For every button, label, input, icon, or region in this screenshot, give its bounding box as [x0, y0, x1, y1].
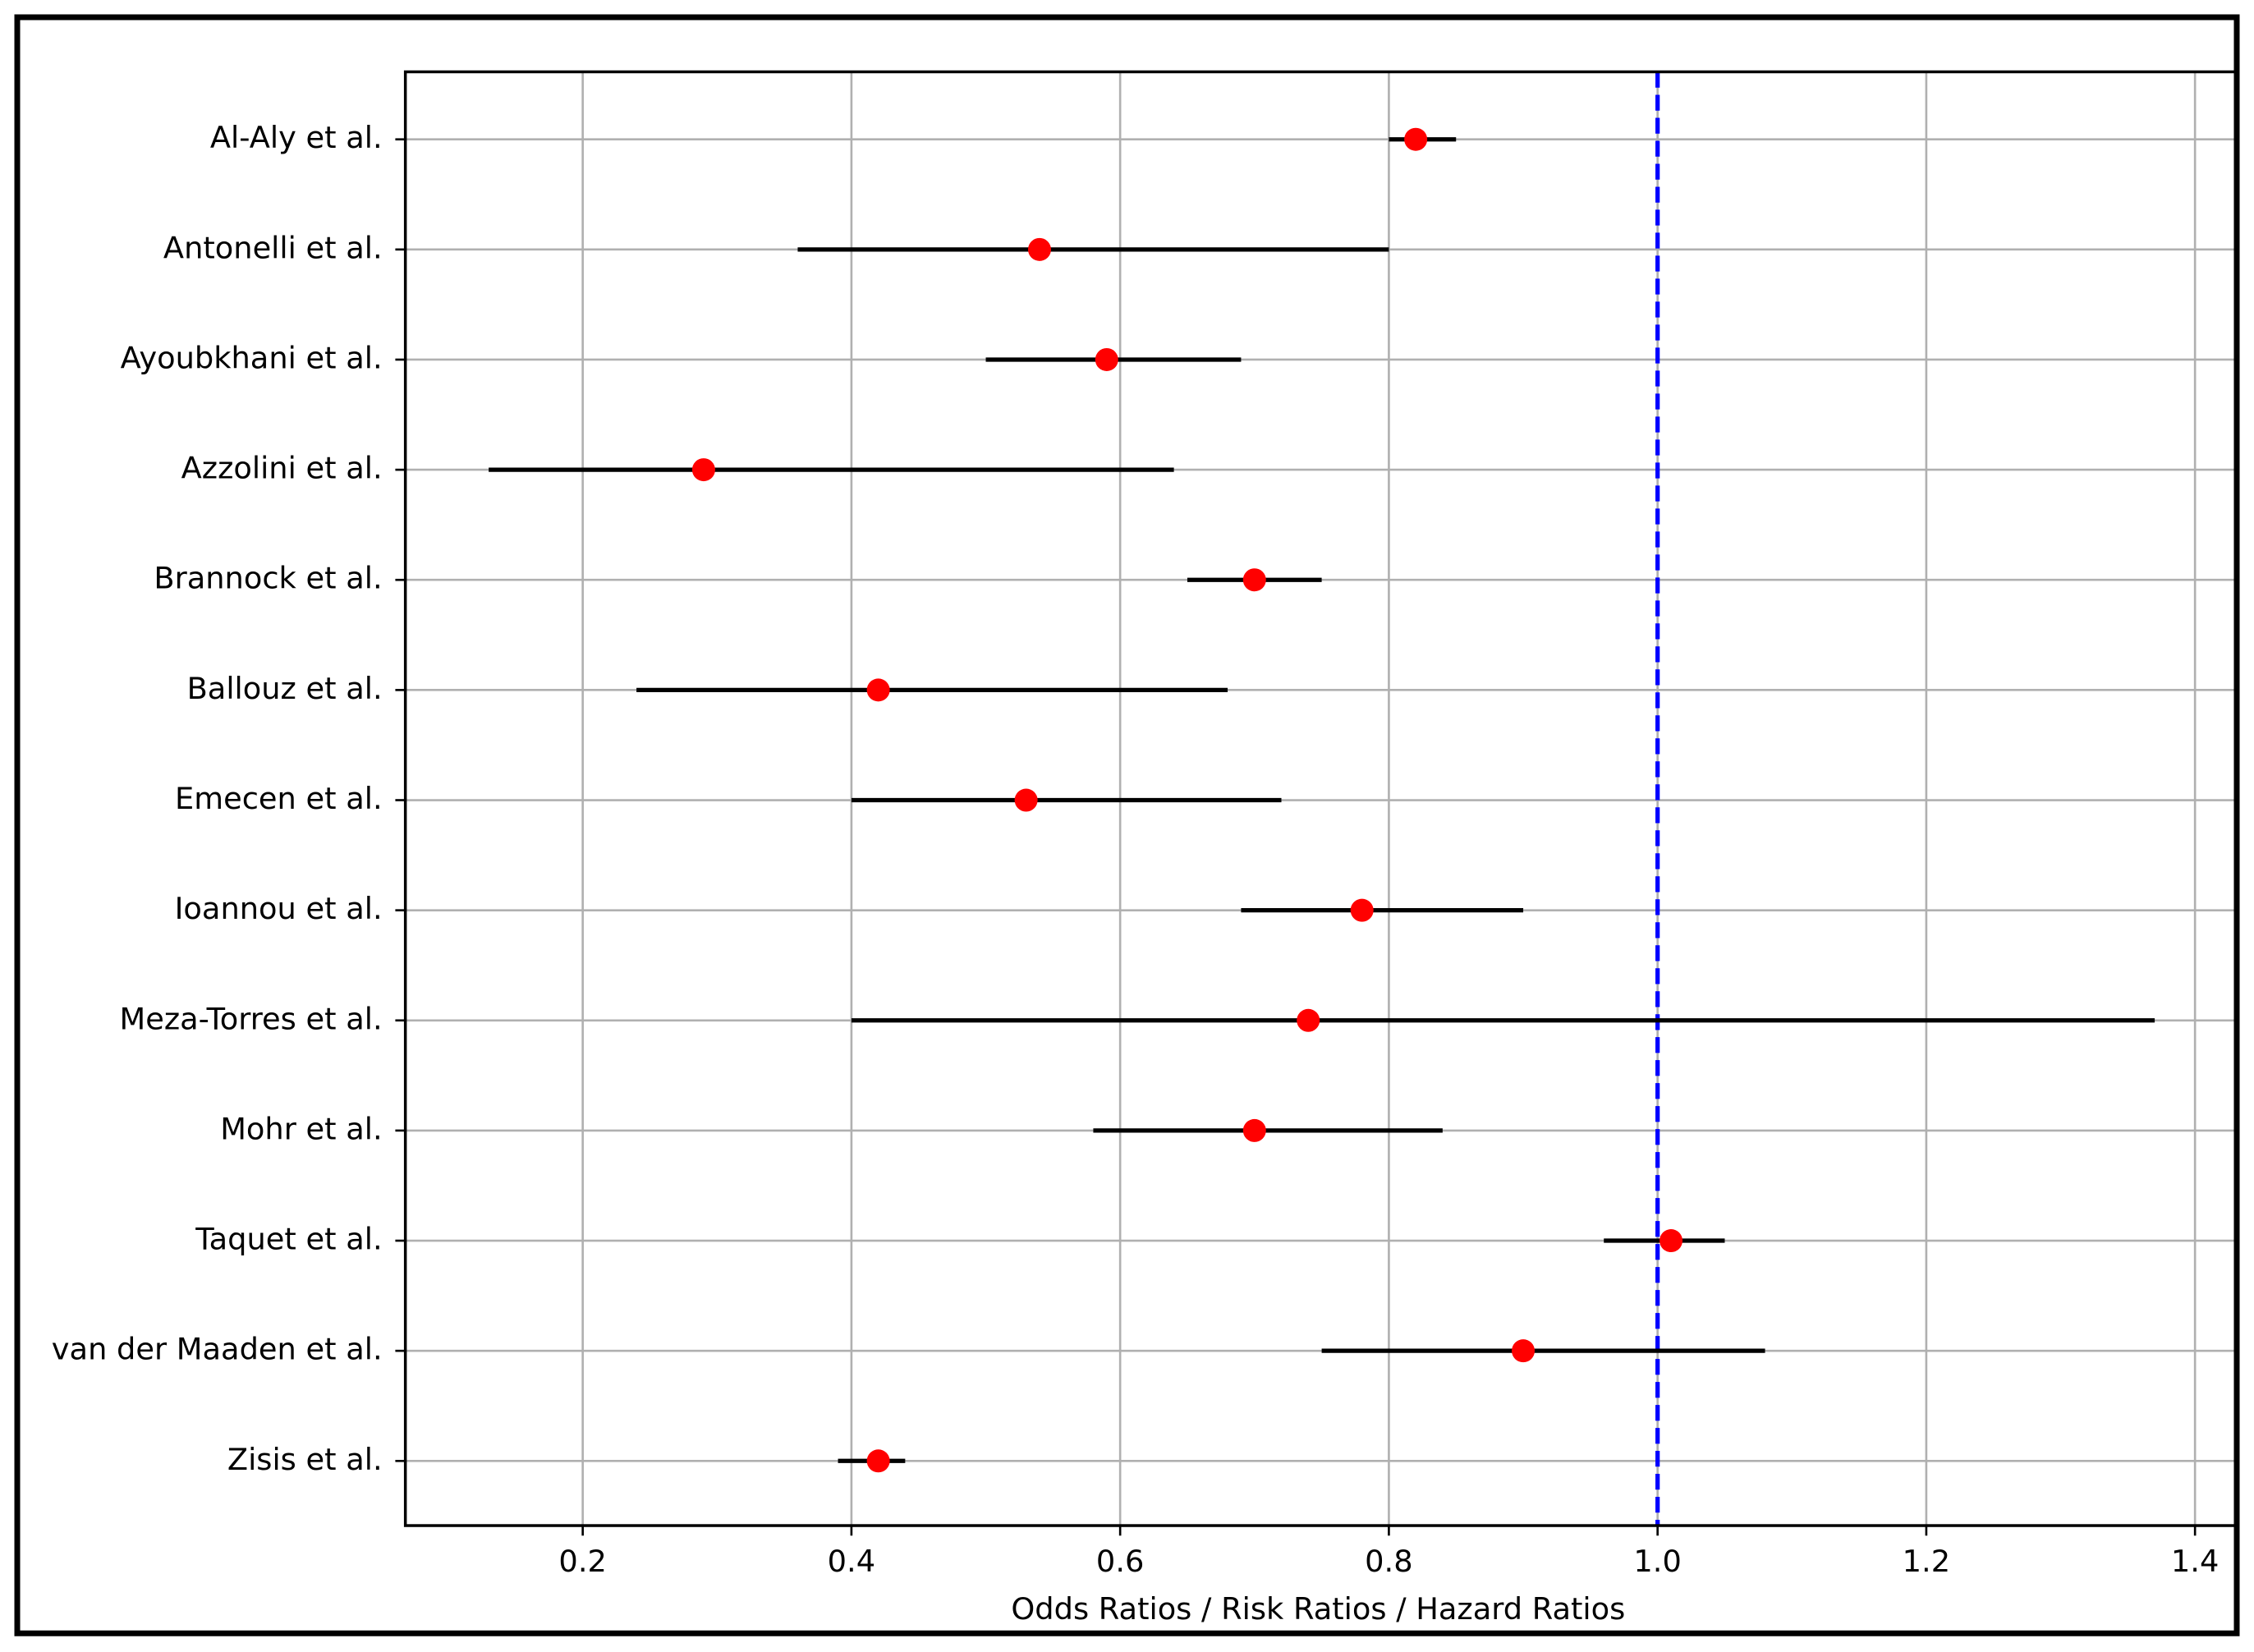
point: [691, 458, 715, 482]
y-tick-label: Mohr et al.: [220, 1111, 382, 1146]
y-tick-label: Azzolini et al.: [181, 451, 383, 486]
point: [1014, 788, 1038, 812]
x-axis-label: Odds Ratios / Risk Ratios / Hazard Ratio…: [1011, 1591, 1625, 1627]
x-tick-label: 0.6: [1096, 1544, 1144, 1579]
x-tick-label: 0.2: [558, 1544, 606, 1579]
y-tick-label: Al-Aly et al.: [210, 120, 383, 155]
x-tick-label: 1.4: [2171, 1544, 2219, 1579]
point: [1660, 1229, 1683, 1253]
plot-area: [403, 70, 2237, 1527]
point: [1242, 568, 1266, 592]
x-tick-label: 1.0: [1633, 1544, 1681, 1579]
x-tick-label: 0.4: [828, 1544, 875, 1579]
y-tick-label: Ballouz et al.: [187, 671, 383, 706]
y-tick-label: Ayoubkhani et al.: [121, 340, 383, 375]
point: [866, 678, 890, 702]
point: [1350, 898, 1374, 922]
point: [1095, 347, 1118, 371]
point: [1404, 127, 1428, 151]
point: [1027, 237, 1051, 261]
point: [866, 1449, 890, 1473]
y-tick-label: Emecen et al.: [175, 781, 383, 816]
y-tick-label: Antonelli et al.: [163, 230, 383, 265]
x-tick-label: 0.8: [1365, 1544, 1412, 1579]
point: [1297, 1008, 1320, 1032]
y-tick-label: Ioannou et al.: [175, 891, 383, 926]
y-tick-label: Meza-Torres et al.: [120, 1001, 383, 1036]
y-tick-label: Taquet et al.: [195, 1222, 382, 1257]
point: [1512, 1339, 1536, 1363]
frame: [14, 14, 2240, 1636]
y-tick-label: van der Maaden et al.: [52, 1332, 383, 1367]
point: [1242, 1118, 1266, 1142]
y-tick-label: Brannock et al.: [154, 561, 382, 596]
y-tick-label: Zisis et al.: [227, 1442, 383, 1477]
x-tick-label: 1.2: [1903, 1544, 1950, 1579]
